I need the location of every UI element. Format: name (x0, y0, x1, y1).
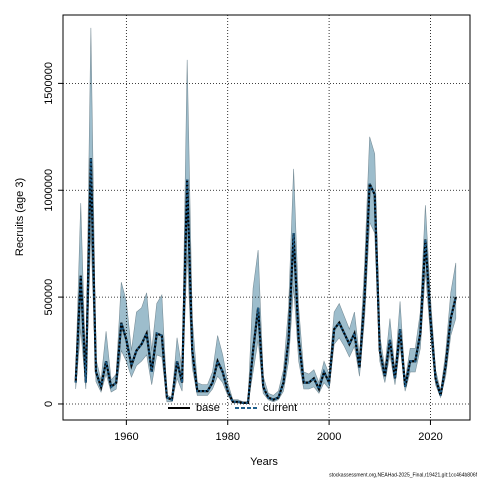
x-tick-label: 1980 (215, 431, 239, 443)
footnote: stockassessment.org,NEAHad-2025_Final,r1… (329, 472, 477, 478)
series-line (74, 158, 457, 405)
x-tick-label: 1960 (114, 431, 138, 443)
y-tick-label: 0 (43, 401, 55, 407)
x-axis-label: Years (250, 456, 278, 468)
confidence-band (75, 27, 457, 404)
legend-label: base (196, 402, 220, 414)
x-tick-label: 2000 (317, 431, 341, 443)
legend-label: current (263, 402, 297, 414)
y-tick-label: 1000000 (43, 169, 55, 212)
x-tick-label: 2020 (418, 431, 442, 443)
plot-frame (62, 14, 471, 421)
y-axis-label: Recruits (age 3) (14, 178, 26, 256)
y-tick-label: 500000 (43, 279, 55, 316)
y-tick-label: 1500000 (43, 62, 55, 105)
